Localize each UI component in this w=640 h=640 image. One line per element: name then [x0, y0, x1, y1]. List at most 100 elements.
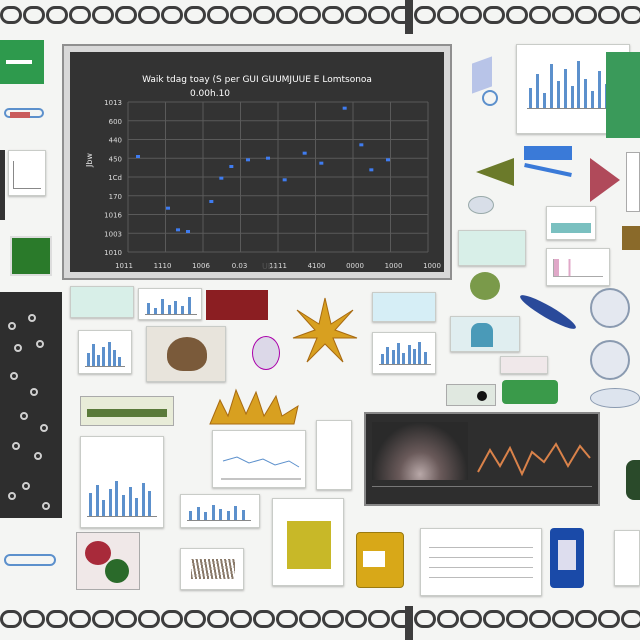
- teal-card: [458, 230, 526, 266]
- scatter-point: [266, 156, 270, 160]
- mini-bar: [418, 341, 422, 364]
- mini-bar: [122, 494, 125, 516]
- bar-chart-small-mid: [138, 288, 202, 320]
- mini-bar: [148, 490, 152, 516]
- scatter-point: [302, 151, 307, 155]
- red-fruit-photo: [76, 532, 140, 590]
- mini-bar: [542, 93, 546, 108]
- chain-link: [138, 610, 160, 628]
- line-chart-card: [212, 430, 306, 488]
- chain-link: [184, 6, 206, 24]
- mini-bar: [535, 73, 539, 108]
- y-tick-label: 440: [109, 137, 122, 145]
- y-tick-label: 1Cd: [108, 174, 122, 182]
- dot-marker: [30, 388, 38, 396]
- x-axis-label: Ubu: [262, 262, 279, 271]
- chain-hook-bottom: [405, 606, 413, 640]
- y-tick-label: 450: [109, 155, 122, 163]
- chain-link: [598, 6, 620, 24]
- blue-card-mid: [372, 292, 436, 322]
- chart-grid: [127, 101, 429, 253]
- chain-link: [506, 610, 528, 628]
- spectrogram-image: [372, 422, 468, 480]
- mini-bar: [397, 342, 400, 364]
- bottom-chain-border: [0, 610, 640, 632]
- chain-link: [207, 610, 229, 628]
- x-tick-label: 1000: [385, 262, 403, 270]
- x-tick-label: 1011: [115, 262, 133, 270]
- mini-bar: [196, 506, 200, 520]
- chain-link: [69, 6, 91, 24]
- mini-bar: [107, 341, 111, 366]
- dark-strip-left: [0, 150, 5, 220]
- teal-card-mid-left: [70, 286, 134, 318]
- mini-bar: [102, 347, 106, 366]
- scatter-point: [166, 206, 170, 210]
- dot-marker: [10, 372, 18, 380]
- scatter-point: [342, 106, 347, 110]
- leaf-image: [476, 150, 516, 194]
- chain-link: [414, 610, 436, 628]
- mini-bar: [241, 509, 245, 520]
- mini-bar: [219, 508, 222, 520]
- mini-bar: [115, 480, 119, 516]
- dot-marker: [12, 442, 20, 450]
- scatter-point: [186, 230, 190, 233]
- chain-link: [253, 6, 275, 24]
- chain-link: [575, 610, 597, 628]
- mini-bar: [381, 354, 384, 364]
- scatter-point: [246, 158, 250, 162]
- chain-link: [161, 610, 183, 628]
- mini-bar: [174, 300, 178, 314]
- mini-bar: [112, 349, 116, 366]
- flower-image: [290, 292, 360, 376]
- red-triangle-graphic: [590, 148, 624, 208]
- y-tick-label: 1003: [104, 230, 122, 238]
- scatter-point: [136, 155, 140, 158]
- scatter-point: [319, 161, 324, 165]
- text-card-narrow: [316, 420, 352, 490]
- mini-bar: [549, 63, 553, 108]
- chain-link: [92, 610, 114, 628]
- blue-diagram-card: [462, 50, 510, 120]
- flower-icon: [292, 297, 358, 363]
- mini-bar: [108, 488, 112, 516]
- blue-wing-image: [516, 288, 582, 338]
- dot-marker: [20, 412, 28, 420]
- mini-bar: [117, 356, 121, 366]
- bar-chart-card-bottom: [180, 494, 260, 528]
- x-tick-label: 1000: [423, 262, 441, 270]
- mini-bar: [188, 296, 192, 314]
- chain-link: [161, 6, 183, 24]
- scatter-point: [176, 228, 180, 232]
- main-chart-panel: Waik tdag toay (S per GUI GUUMJUUE E Lom…: [70, 52, 444, 272]
- shell-round-right-2: [590, 340, 630, 380]
- chain-hook-top: [405, 0, 413, 34]
- dot-marker: [34, 452, 42, 460]
- y-tick-label: 1013: [104, 99, 122, 107]
- dot-marker: [40, 424, 48, 432]
- mini-bar: [153, 308, 157, 314]
- mini-bar: [204, 512, 207, 520]
- y-tick-label: 170: [109, 193, 122, 201]
- chain-link: [345, 610, 367, 628]
- spectrogram-axis: [372, 486, 592, 496]
- mini-bar: [591, 90, 595, 108]
- mini-bar: [102, 500, 106, 516]
- mini-bar: [556, 81, 560, 108]
- chain-link: [483, 6, 505, 24]
- chain-link: [46, 6, 68, 24]
- spectrogram-panel: [364, 412, 600, 506]
- green-photo-left: [10, 236, 52, 276]
- mini-bar: [141, 482, 145, 516]
- chain-link: [345, 6, 367, 24]
- mini-bar: [391, 350, 395, 364]
- mini-bar: [147, 302, 150, 314]
- dot-marker: [42, 502, 50, 510]
- mini-bar: [87, 352, 90, 366]
- green-bottle-image: [502, 380, 558, 404]
- dark-dots-panel: [0, 292, 62, 518]
- blue-arrow-graphic: [524, 146, 574, 192]
- blue-phone-image: [550, 528, 584, 588]
- green-strip-right: [606, 52, 640, 138]
